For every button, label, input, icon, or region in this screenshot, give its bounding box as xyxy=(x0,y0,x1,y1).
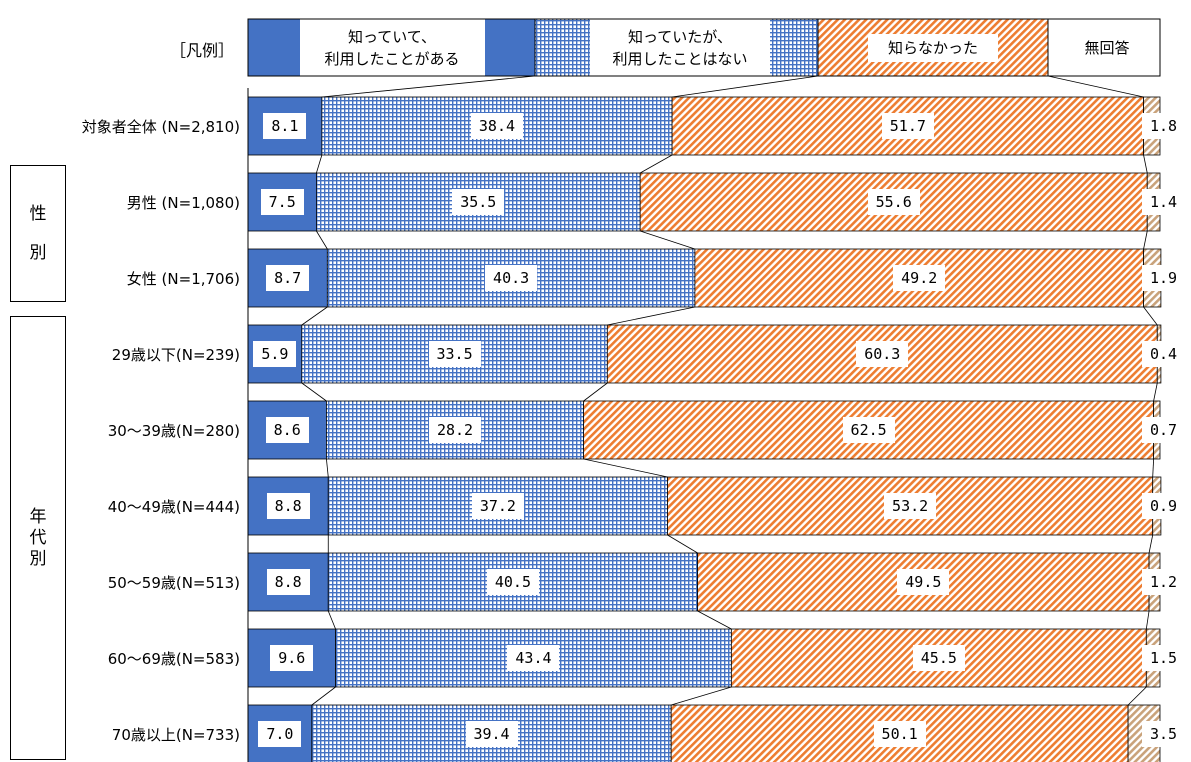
data-label-knew: 33.5 xyxy=(428,341,481,367)
data-label-used: 8.8 xyxy=(266,493,310,519)
data-label-noanswer: 3.5 xyxy=(1142,721,1185,747)
connector-legend-2 xyxy=(1047,75,1144,98)
data-label-unknown: 49.5 xyxy=(897,569,950,595)
legend-used-line1: 知っていて、 xyxy=(347,28,437,46)
data-label-unknown: 53.2 xyxy=(884,493,937,519)
connector-row-6-0 xyxy=(327,610,336,630)
group-age-box: 年 代 別 xyxy=(10,316,66,760)
group-age-char-3: 別 xyxy=(29,548,47,569)
group-gender-char-1: 性 xyxy=(29,203,47,224)
connector-row-1-2 xyxy=(1143,230,1148,250)
connector-row-0-1 xyxy=(639,154,673,174)
connector-row-4-1 xyxy=(583,458,668,478)
data-label-unknown: 49.2 xyxy=(893,265,946,291)
data-label-used: 7.5 xyxy=(260,189,304,215)
row-label: 50～59歳(N=513) xyxy=(107,574,240,592)
data-label-noanswer: 1.5 xyxy=(1142,645,1185,671)
connector-row-7-1 xyxy=(671,686,732,706)
connector-row-6-2 xyxy=(1145,610,1150,630)
group-age-char-1: 年 xyxy=(29,506,47,527)
connector-row-4-0 xyxy=(326,458,329,478)
data-label-noanswer: 0.9 xyxy=(1142,493,1185,519)
data-label-noanswer: 1.2 xyxy=(1142,569,1185,595)
legend-unknown-line1: 知らなかった xyxy=(887,39,978,57)
data-label-unknown: 62.5 xyxy=(842,417,895,443)
data-label-noanswer: 1.8 xyxy=(1142,113,1185,139)
row-label: 対象者全体 (N=2,810) xyxy=(81,118,240,136)
row-label: 30～39歳(N=280) xyxy=(107,422,240,440)
data-label-used: 9.6 xyxy=(270,645,314,671)
connector-row-2-1 xyxy=(607,306,695,326)
data-label-knew: 39.4 xyxy=(465,721,518,747)
connector-legend-0 xyxy=(321,75,536,98)
legend-noanswer-line1: 無回答 xyxy=(1084,39,1130,57)
connector-lines xyxy=(301,75,1158,706)
row-label: 29歳以下(N=239) xyxy=(111,346,240,364)
data-label-used: 8.7 xyxy=(266,265,310,291)
data-label-unknown: 55.6 xyxy=(867,189,920,215)
row-label: 女性 (N=1,706) xyxy=(126,270,240,288)
legend-text-noanswer: 無回答 xyxy=(1062,34,1152,62)
legend-swatch-knew-right xyxy=(770,19,818,76)
connector-row-2-0 xyxy=(301,306,328,326)
data-label-unknown: 45.5 xyxy=(912,645,965,671)
connector-row-1-1 xyxy=(640,230,696,250)
connector-row-0-2 xyxy=(1143,154,1148,174)
data-label-noanswer: 1.9 xyxy=(1142,265,1185,291)
connector-row-7-0 xyxy=(311,686,336,706)
data-label-knew: 28.2 xyxy=(429,417,482,443)
data-label-knew: 37.2 xyxy=(471,493,524,519)
row-label: 60～69歳(N=583) xyxy=(107,650,240,668)
legend-text-used: 知っていて、 利用したことがある xyxy=(302,22,482,74)
data-label-noanswer: 1.4 xyxy=(1142,189,1185,215)
group-gender-box: 性 別 xyxy=(10,165,66,302)
connector-row-3-0 xyxy=(301,382,327,402)
legend-frame xyxy=(247,18,1161,77)
legend-text-unknown: 知らなかった xyxy=(868,34,998,62)
data-label-knew: 35.5 xyxy=(452,189,505,215)
row-label: 男性 (N=1,080) xyxy=(126,194,240,212)
legend-used-line2: 利用したことがある xyxy=(324,50,460,68)
data-label-knew: 40.3 xyxy=(485,265,538,291)
group-age-char-2: 代 xyxy=(29,527,47,548)
data-label-used: 8.1 xyxy=(263,113,307,139)
data-label-knew: 43.4 xyxy=(507,645,560,671)
legend-text-knew: 知っていたが、 利用したことはない xyxy=(590,22,770,74)
connector-row-0-0 xyxy=(316,154,323,174)
data-label-knew: 40.5 xyxy=(486,569,539,595)
data-label-used: 7.0 xyxy=(258,721,302,747)
connector-row-3-1 xyxy=(583,382,608,402)
data-label-unknown: 51.7 xyxy=(881,113,934,139)
connector-row-7-2 xyxy=(1127,686,1147,706)
row-label: 70歳以上(N=733) xyxy=(111,726,240,744)
connector-legend-1 xyxy=(672,75,819,98)
data-label-noanswer: 0.4 xyxy=(1142,341,1185,367)
legend-swatch-used-right xyxy=(485,19,535,76)
connector-row-4-2 xyxy=(1152,458,1155,478)
legend-swatch-used-left xyxy=(248,19,300,76)
connector-row-6-1 xyxy=(697,610,732,630)
data-label-unknown: 60.3 xyxy=(856,341,909,367)
connector-row-3-2 xyxy=(1153,382,1158,402)
data-label-knew: 38.4 xyxy=(470,113,523,139)
data-label-used: 5.9 xyxy=(253,341,297,367)
row-label: 40～49歳(N=444) xyxy=(107,498,240,516)
legend-caption: ［凡例］ xyxy=(170,41,235,60)
legend-knew-line2: 利用したことはない xyxy=(612,50,748,68)
data-label-unknown: 50.1 xyxy=(873,721,926,747)
data-label-used: 8.6 xyxy=(265,417,309,443)
data-label-noanswer: 0.7 xyxy=(1142,417,1185,443)
legend-swatch-knew-left xyxy=(535,19,590,76)
data-label-used: 8.8 xyxy=(266,569,310,595)
legend-knew-line1: 知っていたが、 xyxy=(628,28,732,46)
group-gender-char-2: 別 xyxy=(29,242,47,263)
connector-row-2-2 xyxy=(1143,306,1158,326)
connector-row-1-0 xyxy=(316,230,328,250)
connector-row-5-1 xyxy=(667,534,698,554)
bars xyxy=(247,96,1162,762)
connector-row-5-2 xyxy=(1148,534,1154,554)
